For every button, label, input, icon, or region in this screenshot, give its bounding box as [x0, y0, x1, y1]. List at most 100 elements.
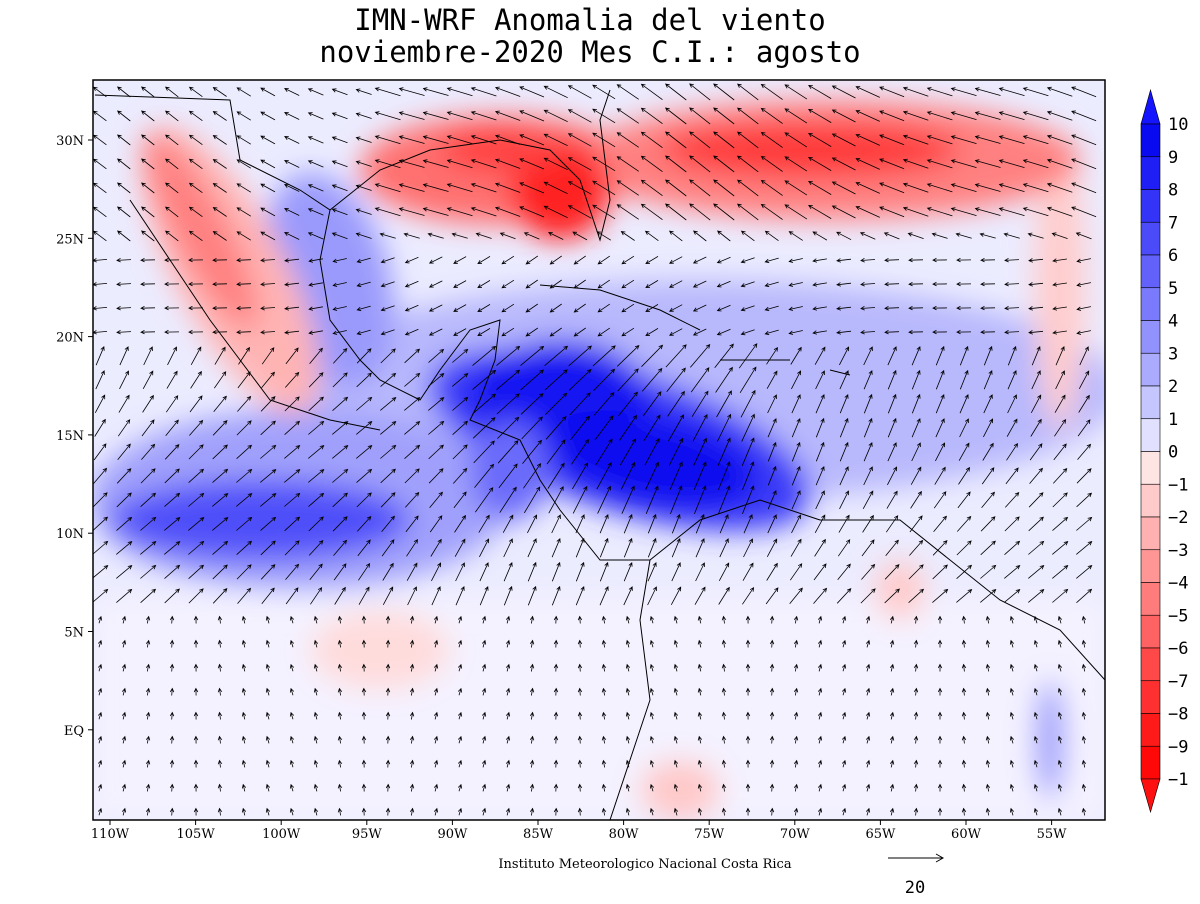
wind-arrow [1054, 418, 1067, 437]
wind-arrow [673, 615, 679, 624]
wind-arrow [625, 711, 631, 720]
wind-arrow [793, 735, 799, 744]
wind-arrow [331, 208, 348, 216]
wind-arrow [117, 206, 131, 218]
wind-arrow [308, 330, 323, 335]
wind-arrow [961, 615, 967, 624]
wind-arrow [887, 369, 897, 390]
wind-arrow [169, 807, 175, 816]
wind-arrow [721, 615, 727, 624]
wind-arrow [640, 131, 663, 149]
wind-arrow [289, 639, 295, 648]
wind-arrow [961, 711, 967, 720]
wind-arrow [284, 330, 300, 335]
wind-arrow [934, 466, 946, 485]
colorbar-bin [1140, 647, 1161, 682]
wind-arrow [766, 538, 778, 557]
wind-arrow [784, 156, 808, 172]
wind-arrow [214, 346, 226, 365]
wind-arrow [116, 306, 132, 311]
wind-arrow [879, 110, 905, 122]
wind-arrow [601, 735, 607, 744]
wind-arrow [719, 513, 729, 534]
wind-arrow [1009, 807, 1015, 816]
wind-arrow [527, 585, 537, 606]
wind-arrow [740, 230, 755, 242]
wind-arrow [836, 330, 852, 335]
wind-arrow [625, 759, 631, 768]
wind-arrow [621, 327, 635, 337]
wind-arrow [241, 711, 247, 720]
wind-arrow [808, 204, 832, 219]
wind-arrow [236, 207, 252, 217]
wind-arrow [673, 711, 679, 720]
wind-arrow [886, 490, 898, 509]
wind-arrow [337, 711, 343, 720]
wind-arrow [474, 487, 494, 513]
wind-arrow [617, 368, 639, 392]
wind-arrow [337, 663, 343, 672]
wind-arrow [479, 585, 489, 606]
wind-arrow [621, 303, 635, 313]
wind-arrow [477, 256, 491, 265]
wind-arrow [97, 615, 103, 624]
colorbar-label: −1 [1168, 770, 1188, 790]
wind-arrow [481, 783, 487, 792]
lat-label: 30N [56, 134, 84, 149]
wind-arrow [956, 257, 972, 263]
wind-arrow [309, 347, 323, 364]
wind-arrow [668, 437, 684, 466]
wind-arrow [446, 207, 473, 217]
wind-arrow [625, 639, 631, 648]
wind-arrow [289, 807, 295, 816]
wind-arrow [742, 461, 755, 491]
wind-arrow [841, 639, 847, 648]
wind-arrow [601, 711, 607, 720]
wind-arrow [260, 111, 276, 121]
wind-arrow [169, 759, 175, 768]
wind-arrow [841, 759, 847, 768]
wind-arrow [665, 179, 687, 197]
wind-arrow [313, 783, 319, 792]
wind-arrow [616, 156, 639, 172]
wind-arrow [902, 206, 929, 217]
wind-arrow [212, 183, 227, 193]
wind-arrow [1033, 807, 1039, 816]
wind-arrow [788, 330, 803, 335]
wind-arrow [454, 514, 466, 533]
wind-arrow [926, 111, 953, 121]
wind-arrow [212, 281, 228, 287]
wind-arrow [926, 135, 953, 145]
wind-arrow [497, 440, 519, 464]
wind-arrow [737, 107, 759, 125]
wind-arrow [525, 279, 539, 289]
wind-arrow [908, 564, 924, 580]
wind-arrow [649, 663, 655, 672]
wind-arrow [433, 663, 439, 672]
wind-arrow [422, 111, 449, 120]
wind-arrow [884, 329, 900, 335]
wind-arrow [740, 329, 755, 336]
wind-arrow [887, 466, 898, 486]
wind-arrow [884, 588, 900, 604]
wind-arrow [284, 282, 300, 287]
wind-arrow [863, 466, 873, 486]
wind-arrow [505, 639, 511, 648]
wind-arrow [621, 255, 635, 265]
reference-arrow [888, 853, 945, 863]
wind-arrow [1003, 232, 1020, 239]
wind-arrow [671, 562, 681, 582]
wind-arrow [1076, 516, 1093, 531]
wind-arrow [446, 111, 473, 121]
wind-arrow [887, 417, 897, 438]
wind-arrow [470, 135, 497, 145]
wind-arrow [1031, 370, 1041, 390]
wind-arrow [1076, 330, 1091, 335]
wind-arrow [1078, 394, 1090, 413]
wind-arrow [337, 639, 343, 648]
wind-arrow [140, 492, 157, 507]
wind-arrow [403, 232, 420, 239]
wind-arrow [236, 468, 253, 483]
wind-arrow [496, 345, 521, 366]
wind-arrow [836, 306, 852, 311]
